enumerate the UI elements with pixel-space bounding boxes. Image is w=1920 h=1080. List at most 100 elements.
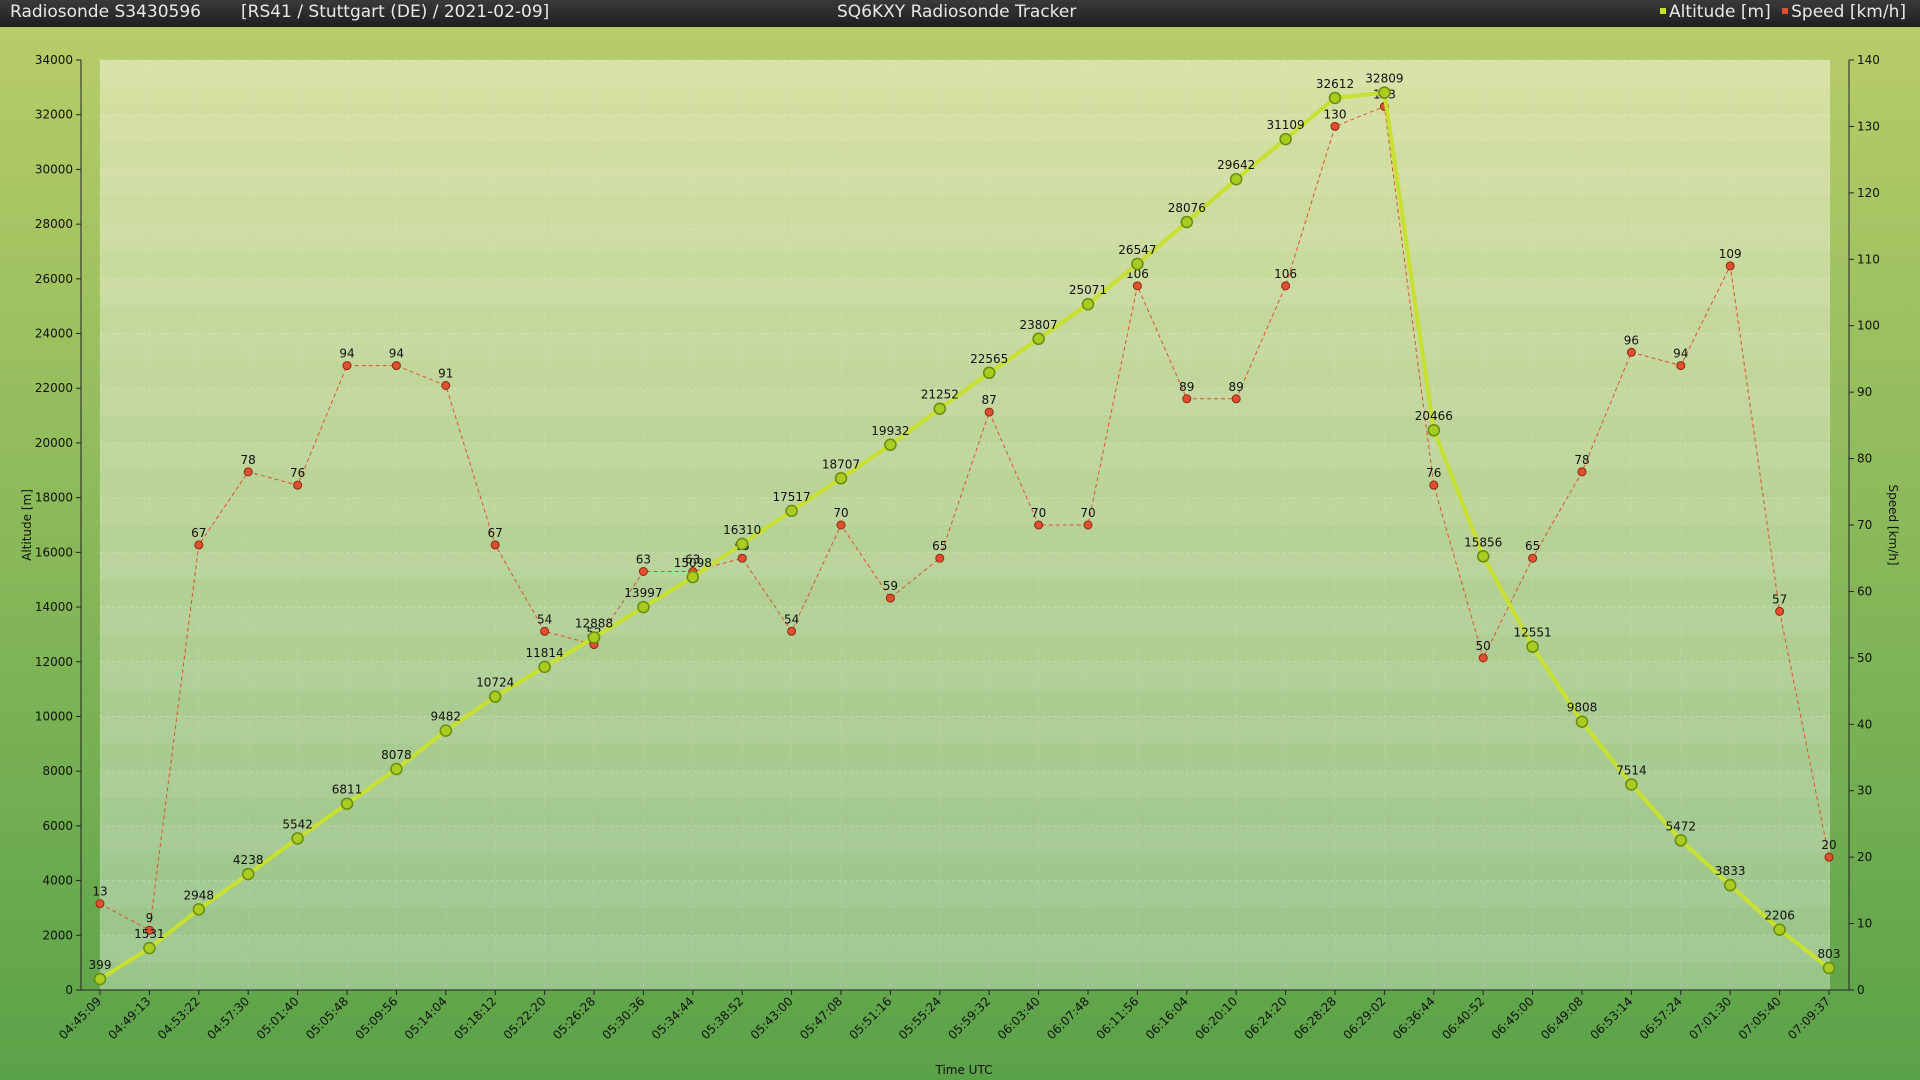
left-tick-label: 4000 xyxy=(42,874,73,888)
altitude-point xyxy=(390,762,403,776)
altitude-label: 1531 xyxy=(134,927,165,941)
speed-label: 54 xyxy=(537,612,552,626)
altitude-label: 23807 xyxy=(1020,318,1058,332)
right-tick-label: 0 xyxy=(1857,983,1865,997)
speed-point xyxy=(243,467,253,477)
speed-label: 9 xyxy=(146,911,154,925)
right-tick-label: 100 xyxy=(1857,319,1880,333)
altitude-point xyxy=(488,690,502,703)
grid-band xyxy=(100,60,1830,88)
speed-point xyxy=(1528,553,1538,563)
speed-label: 78 xyxy=(241,453,256,467)
grid-band xyxy=(100,442,1830,471)
speed-label: 63 xyxy=(636,553,651,567)
speed-label: 70 xyxy=(1031,506,1046,520)
speed-point xyxy=(441,381,451,390)
altitude-label: 4238 xyxy=(233,853,264,867)
right-tick-label: 140 xyxy=(1857,53,1880,67)
altitude-point xyxy=(1526,640,1539,653)
speed-label: 13 xyxy=(92,885,107,899)
speed-label: 50 xyxy=(1476,639,1491,653)
grid-band xyxy=(100,552,1830,580)
grid-band xyxy=(100,169,1830,197)
speed-point xyxy=(1676,361,1686,371)
altitude-point xyxy=(785,504,798,518)
speed-point xyxy=(836,520,846,530)
speed-label: 76 xyxy=(290,466,305,480)
left-axis-title: Altitude [m] xyxy=(20,489,34,561)
altitude-point xyxy=(1229,172,1243,186)
speed-point xyxy=(1429,480,1439,490)
left-tick-label: 0 xyxy=(65,983,73,997)
left-tick-label: 30000 xyxy=(35,162,73,176)
speed-label: 67 xyxy=(191,526,206,540)
speed-point xyxy=(1281,281,1291,291)
grid-band xyxy=(100,880,1830,908)
speed-swatch xyxy=(1782,8,1789,14)
x-axis-title: Time UTC xyxy=(935,1063,993,1077)
altitude-point xyxy=(686,570,700,584)
legend: Altitude [m] Speed [km/h] xyxy=(1660,2,1906,22)
speed-label: 54 xyxy=(784,612,799,626)
right-tick-label: 30 xyxy=(1857,784,1872,798)
altitude-label: 2206 xyxy=(1764,909,1795,923)
right-tick-label: 90 xyxy=(1857,385,1872,399)
speed-point xyxy=(144,925,154,935)
altitude-point xyxy=(1081,297,1095,311)
altitude-point xyxy=(93,972,107,986)
speed-label: 96 xyxy=(1624,333,1639,347)
altitude-line xyxy=(98,90,1831,981)
left-tick-label: 18000 xyxy=(35,491,73,505)
left-tick-label: 28000 xyxy=(35,217,73,231)
grid-band xyxy=(100,278,1830,307)
left-tick-label: 8000 xyxy=(42,764,73,778)
altitude-point xyxy=(637,600,650,614)
speed-label: 78 xyxy=(1574,453,1589,467)
speed-label: 94 xyxy=(339,347,354,361)
right-tick-label: 110 xyxy=(1857,252,1880,266)
altitude-point xyxy=(587,631,601,644)
altitude-point xyxy=(982,366,996,380)
speed-label: 65 xyxy=(932,539,947,553)
left-tick-label: 26000 xyxy=(35,272,73,286)
altitude-point xyxy=(1427,423,1441,437)
altitude-point xyxy=(884,438,897,452)
speed-label: 109 xyxy=(1719,247,1742,261)
speed-label: 130 xyxy=(1324,107,1347,121)
left-tick-label: 22000 xyxy=(35,381,73,395)
altitude-label: 10724 xyxy=(476,676,514,690)
speed-point xyxy=(1775,606,1785,616)
altitude-point xyxy=(834,472,848,485)
left-tick-label: 32000 xyxy=(35,108,73,122)
altitude-point xyxy=(143,941,156,955)
left-tick-label: 2000 xyxy=(42,928,73,942)
speed-label: 89 xyxy=(1179,380,1194,394)
altitude-label: 5472 xyxy=(1666,819,1697,833)
altitude-label: 12551 xyxy=(1514,626,1552,640)
speed-point xyxy=(95,899,105,909)
speed-label: 65 xyxy=(1525,539,1540,553)
speed-point xyxy=(638,567,648,576)
altitude-point xyxy=(1328,91,1342,105)
legend-altitude: Altitude [m] xyxy=(1660,2,1771,22)
altitude-point xyxy=(735,537,749,551)
altitude-label: 15856 xyxy=(1464,535,1502,549)
speed-point xyxy=(1034,520,1044,530)
altitude-point xyxy=(1773,923,1786,936)
speed-label: 87 xyxy=(982,393,997,407)
speed-label: 20 xyxy=(1821,838,1836,852)
altitude-label: 18707 xyxy=(822,457,860,471)
altitude-point xyxy=(241,867,255,881)
altitude-label: 26547 xyxy=(1118,243,1156,257)
grid-band xyxy=(100,825,1830,854)
grid-band xyxy=(100,497,1830,525)
altitude-label: 803 xyxy=(1818,947,1841,961)
speed-label: 70 xyxy=(833,506,848,520)
altitude-point xyxy=(1575,715,1589,728)
altitude-label: 9808 xyxy=(1567,701,1598,715)
grid-band xyxy=(100,114,1830,143)
speed-label: 59 xyxy=(883,579,898,593)
right-tick-label: 50 xyxy=(1857,651,1872,665)
speed-point xyxy=(984,407,994,417)
speed-point xyxy=(293,480,303,490)
